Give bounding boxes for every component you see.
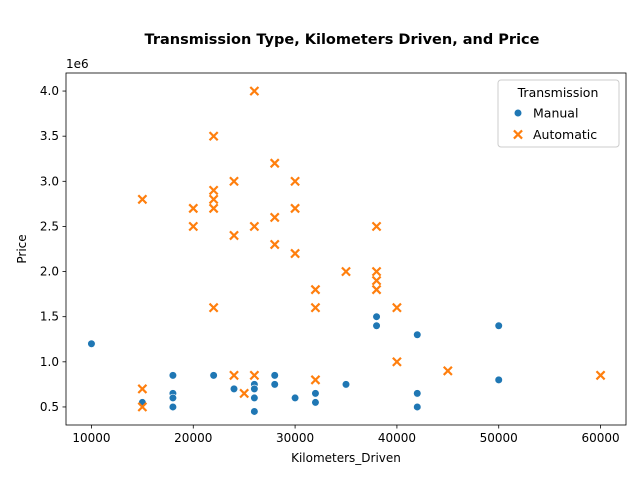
legend-entry-manual: Manual (513, 106, 578, 121)
data-point-automatic (229, 370, 239, 381)
x-tick-label: 10000 (72, 431, 110, 445)
data-point-automatic (269, 158, 280, 169)
data-point-manual (229, 384, 239, 393)
data-point-automatic (290, 248, 300, 259)
data-point-manual (494, 375, 503, 384)
data-point-automatic (208, 194, 219, 205)
y-axis-label: Price (15, 234, 29, 263)
data-point-manual (270, 380, 279, 389)
data-point-automatic (229, 230, 239, 241)
data-point-manual (290, 393, 300, 403)
axes-frame (65, 72, 627, 426)
data-point-automatic (341, 266, 351, 277)
data-point-automatic (310, 284, 321, 295)
legend-marker-automatic (513, 129, 523, 140)
data-point-automatic (249, 86, 260, 96)
data-point-automatic (137, 384, 148, 394)
data-point-automatic (208, 131, 219, 142)
data-point-automatic (269, 239, 280, 250)
data-point-manual (168, 402, 178, 412)
data-point-manual (270, 371, 279, 380)
y-tick-label: 1.0 (40, 355, 59, 369)
data-point-automatic (310, 375, 321, 385)
data-point-manual (341, 380, 351, 389)
y-tick-label: 1.5 (40, 310, 59, 324)
y-axis-offset-label: 1e6 (66, 57, 89, 71)
y-tick-label: 4.0 (40, 84, 59, 98)
legend-label-manual: Manual (533, 106, 578, 121)
data-point-automatic (290, 203, 300, 214)
data-point-manual (311, 398, 320, 407)
data-point-automatic (208, 302, 219, 313)
data-point-automatic (290, 176, 300, 187)
data-point-manual (372, 312, 381, 321)
data-point-manual (311, 389, 320, 398)
data-point-manual (209, 371, 218, 380)
chart-title: Transmission Type, Kilometers Driven, an… (145, 32, 540, 48)
legend-title: Transmission (517, 85, 599, 100)
y-axis: 0.5 1.0 1.5 2.0 2.5 3.0 3.5 4.0 (40, 84, 66, 414)
data-point-manual (413, 402, 422, 412)
data-point-manual (168, 371, 178, 380)
data-point-automatic (188, 203, 199, 214)
x-tick-label: 30000 (276, 431, 314, 445)
x-tick-label: 20000 (174, 431, 212, 445)
data-point-automatic (392, 356, 402, 367)
data-point-automatic (310, 302, 321, 313)
x-axis-label: Kilometers_Driven (291, 451, 401, 465)
x-tick-label: 60000 (581, 431, 619, 445)
data-point-automatic (595, 370, 606, 381)
y-tick-label: 0.5 (40, 400, 59, 414)
series-manual (87, 312, 503, 416)
legend-marker-manual (513, 108, 523, 118)
data-point-automatic (239, 388, 250, 399)
data-point-automatic (137, 194, 148, 205)
legend-label-automatic: Automatic (533, 127, 597, 142)
data-point-automatic (249, 221, 260, 232)
data-point-automatic (269, 212, 280, 223)
data-point-manual (168, 393, 178, 403)
data-point-automatic (371, 266, 382, 277)
data-point-automatic (392, 302, 402, 313)
legend-box (497, 79, 620, 148)
data-point-automatic (371, 221, 382, 232)
data-point-manual (87, 339, 96, 348)
plot-area (87, 86, 606, 416)
y-tick-label: 2.5 (40, 219, 59, 233)
data-point-automatic (137, 402, 148, 412)
y-tick-label: 3.0 (40, 174, 59, 188)
data-point-manual (250, 407, 259, 416)
data-point-manual (494, 321, 503, 330)
data-point-automatic (208, 203, 219, 214)
data-point-automatic (229, 176, 239, 187)
data-point-automatic (208, 185, 219, 196)
data-point-manual (250, 384, 259, 393)
data-point-manual (413, 330, 422, 339)
series-automatic (137, 86, 606, 412)
data-point-automatic (371, 284, 382, 295)
data-point-automatic (371, 275, 382, 286)
data-point-automatic (442, 365, 453, 376)
y-tick-label: 2.0 (40, 265, 59, 279)
x-tick-label: 40000 (378, 431, 416, 445)
data-point-automatic (188, 221, 199, 232)
legend-entry-automatic: Automatic (513, 127, 597, 142)
x-axis: 10000 20000 30000 40000 50000 60000 (72, 425, 620, 445)
x-tick-label: 50000 (480, 431, 518, 445)
y-tick-label: 3.5 (40, 129, 59, 143)
data-point-manual (250, 393, 259, 403)
data-point-automatic (249, 370, 260, 381)
data-point-manual (372, 321, 381, 330)
legend: Transmission Manual Automatic (497, 79, 620, 148)
data-point-manual (413, 389, 422, 398)
